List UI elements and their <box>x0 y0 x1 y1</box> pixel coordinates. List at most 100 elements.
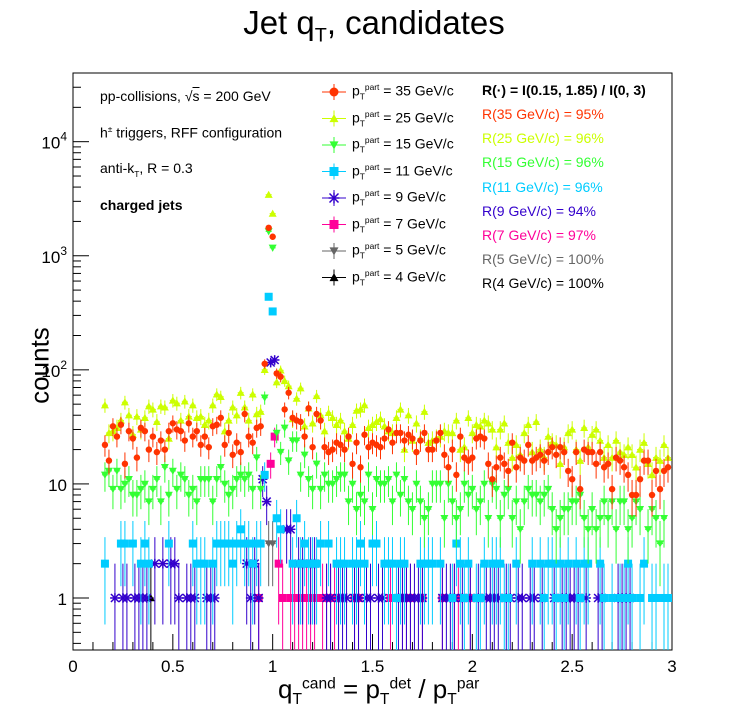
data-point <box>596 436 605 444</box>
data-point <box>296 471 305 479</box>
data-point <box>277 373 284 380</box>
data-point <box>372 475 381 484</box>
data-point <box>509 439 516 446</box>
data-point <box>380 480 389 488</box>
data-point <box>444 480 453 488</box>
data-point <box>248 390 257 398</box>
x-tick-label: 0.5 <box>161 657 185 676</box>
y-tick-label: 104 <box>41 130 67 153</box>
data-point <box>413 448 420 456</box>
data-point <box>120 539 129 548</box>
data-point <box>488 425 497 433</box>
data-point <box>152 417 161 426</box>
data-point <box>352 506 361 514</box>
data-point <box>165 427 173 435</box>
data-point <box>136 559 145 568</box>
data-point <box>368 506 377 514</box>
data-point <box>652 467 660 475</box>
data-point <box>660 515 669 523</box>
data-point <box>297 418 304 426</box>
data-point <box>176 471 185 479</box>
info-triggers: h± triggers, RFF configuration <box>100 124 283 141</box>
data-point <box>396 491 405 499</box>
data-point <box>556 515 565 523</box>
data-point <box>180 397 189 405</box>
data-point <box>292 437 301 445</box>
data-point <box>329 220 339 229</box>
data-point <box>508 453 517 461</box>
x-tick-label: 3 <box>667 657 676 676</box>
data-point <box>361 431 368 438</box>
data-point <box>141 427 149 435</box>
data-point <box>113 433 121 440</box>
data-point <box>460 480 469 488</box>
data-point <box>136 485 145 494</box>
data-point <box>408 506 417 514</box>
data-point <box>216 392 225 401</box>
data-point <box>357 464 364 471</box>
data-point <box>344 498 353 506</box>
data-point <box>448 593 457 602</box>
data-point <box>188 539 197 548</box>
data-point <box>193 427 200 435</box>
data-point <box>436 480 445 488</box>
data-point <box>489 475 496 483</box>
legend-entry: pTpart = 25 GeV/c <box>352 108 454 128</box>
data-point <box>600 593 609 602</box>
data-point <box>189 593 200 603</box>
data-point <box>353 439 360 446</box>
data-point <box>449 446 456 453</box>
data-point <box>308 419 317 427</box>
data-point <box>388 498 397 506</box>
data-point <box>356 491 365 499</box>
data-point <box>177 427 185 435</box>
data-point <box>417 437 424 444</box>
data-point <box>132 491 141 499</box>
data-point <box>480 416 489 424</box>
data-point <box>352 559 361 568</box>
data-point <box>208 498 217 506</box>
data-point <box>572 559 581 568</box>
data-point <box>336 416 345 424</box>
data-point <box>266 459 275 468</box>
data-point <box>329 114 339 123</box>
data-point <box>636 445 645 453</box>
data-point <box>229 451 236 458</box>
data-point <box>464 559 473 568</box>
data-point <box>208 401 217 409</box>
x-tick-label: 0 <box>68 657 77 676</box>
data-point <box>281 406 288 413</box>
data-point <box>484 419 493 427</box>
data-point <box>170 558 180 569</box>
data-point <box>320 427 329 435</box>
data-point <box>108 485 117 494</box>
data-point <box>284 457 293 465</box>
data-point <box>445 464 452 471</box>
data-point <box>436 559 445 568</box>
data-point <box>544 432 553 440</box>
data-point <box>349 460 356 468</box>
data-point <box>312 460 321 468</box>
data-point <box>268 307 277 316</box>
data-point <box>453 471 460 479</box>
data-point <box>409 435 416 442</box>
data-point <box>164 491 173 499</box>
data-point <box>656 456 665 464</box>
data-point <box>260 470 269 479</box>
data-point <box>144 402 153 410</box>
legend-label: 11 GeV/c <box>395 162 453 179</box>
data-point <box>365 443 372 451</box>
x-tick-label: 2.5 <box>560 657 584 676</box>
data-point <box>100 559 109 568</box>
data-point <box>157 437 165 444</box>
data-point <box>345 433 352 440</box>
data-point <box>188 401 197 409</box>
data-point <box>272 514 281 523</box>
data-point <box>401 437 408 444</box>
data-point <box>381 435 388 442</box>
data-point <box>476 498 485 506</box>
data-point <box>236 471 245 479</box>
data-point <box>236 525 245 534</box>
data-point <box>301 433 308 440</box>
data-point <box>545 448 552 456</box>
